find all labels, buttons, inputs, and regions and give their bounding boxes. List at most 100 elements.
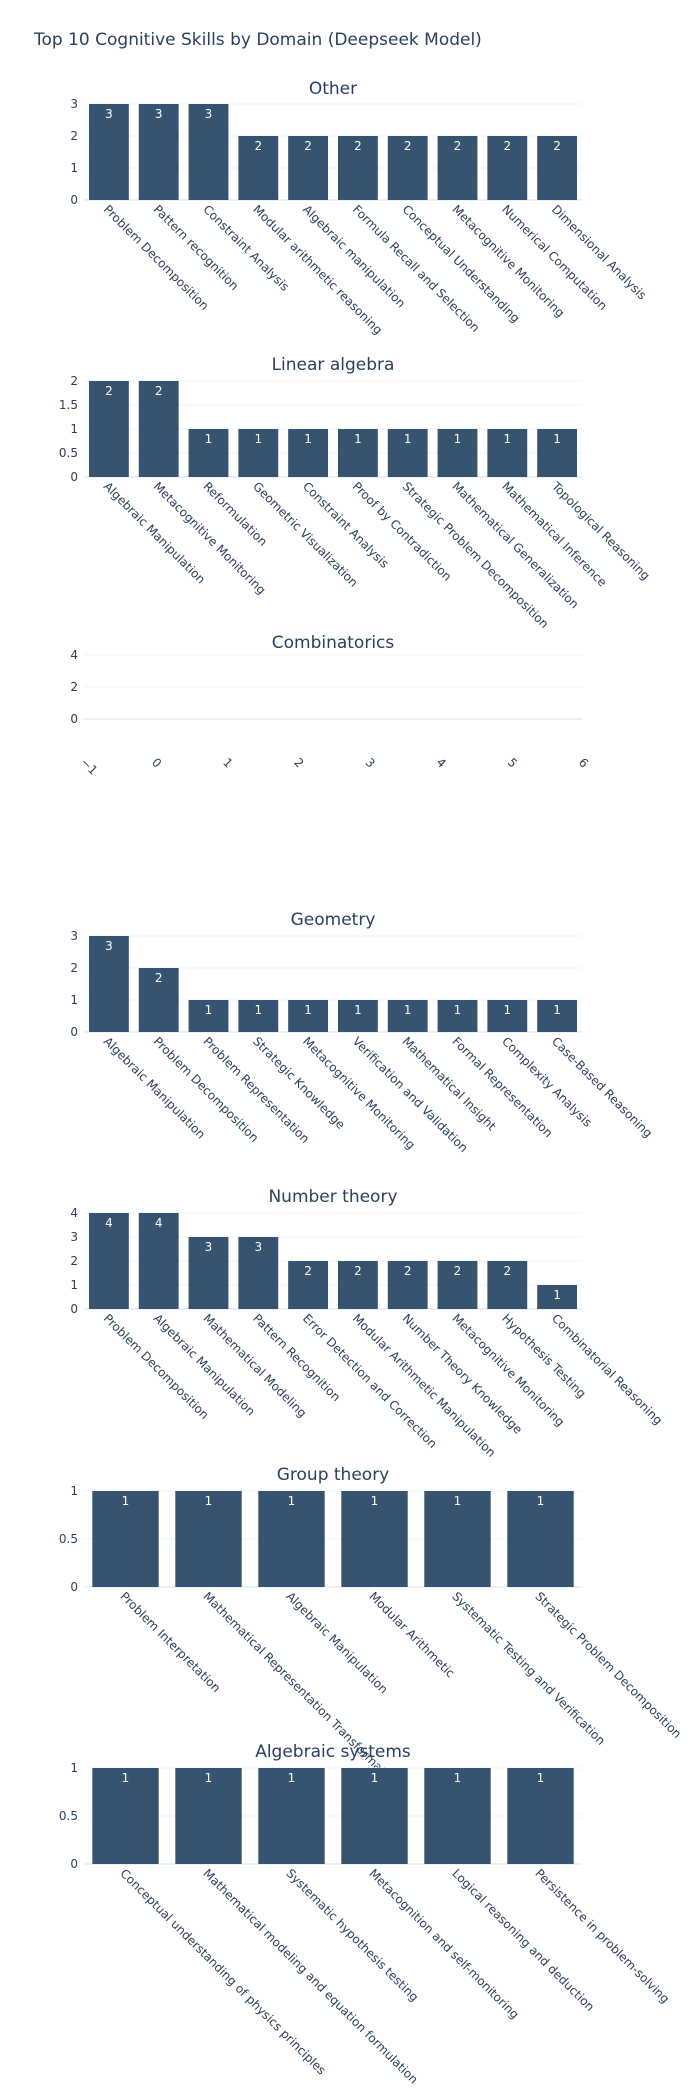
bar-value-label: 1 [254, 1003, 262, 1017]
bar-value-label: 1 [205, 1003, 213, 1017]
x-tick-label: Topological Reasoning [548, 479, 652, 583]
bar [437, 136, 478, 200]
subplot-title: Other [309, 79, 357, 99]
y-tick-label: 2 [70, 374, 78, 388]
bar [424, 1768, 491, 1864]
bar [138, 968, 179, 1032]
bar-value-label: 1 [404, 1003, 412, 1017]
x-tick-label: Persistence in problem-solving [532, 1866, 672, 2006]
bar [88, 1213, 129, 1309]
bar-value-label: 1 [553, 1003, 561, 1017]
y-tick-label: 0 [70, 1025, 78, 1039]
bar-value-label: 1 [254, 432, 262, 446]
bar [238, 1237, 279, 1309]
x-tick-label: Hypothesis Testing [499, 1311, 589, 1401]
bar-value-label: 2 [553, 139, 561, 153]
subplot-title: Number theory [268, 1187, 397, 1207]
bar-value-label: 1 [122, 1494, 130, 1508]
bar [258, 1768, 325, 1864]
bar [437, 1261, 478, 1309]
x-tick-label: Metacognition and self-monitoring [366, 1866, 521, 2021]
bar [437, 1000, 478, 1032]
x-tick-label: 0 [149, 755, 164, 770]
y-tick-label: 3 [70, 97, 78, 111]
bar [387, 136, 428, 200]
bar-value-label: 2 [354, 1264, 362, 1278]
bar-value-label: 2 [304, 1264, 312, 1278]
bar-value-label: 2 [404, 1264, 412, 1278]
bar-value-label: 3 [105, 939, 113, 953]
x-tick-label: Pattern Recognition [250, 1311, 343, 1404]
bar [238, 1000, 279, 1032]
x-tick-label: Problem Decomposition [101, 1311, 212, 1422]
y-tick-label: 2 [70, 1254, 78, 1268]
y-tick-label: 1 [70, 1761, 78, 1775]
bar-value-label: 1 [537, 1771, 545, 1785]
bar [507, 1768, 574, 1864]
bar-value-label: 2 [354, 139, 362, 153]
x-tick-label: Algebraic Manipulation [151, 1311, 258, 1418]
x-tick-label: Strategic Knowledge [250, 1034, 348, 1132]
bar [188, 429, 229, 477]
bar-value-label: 1 [503, 1003, 511, 1017]
bar [537, 429, 578, 477]
subplot-title: Geometry [291, 910, 376, 930]
bar-value-label: 2 [503, 1264, 511, 1278]
x-tick-label: Algebraic manipulation [300, 202, 408, 310]
bar [537, 136, 578, 200]
bar-value-label: 2 [254, 139, 262, 153]
bar [487, 429, 528, 477]
bar [88, 104, 129, 200]
bar-value-label: 1 [304, 432, 312, 446]
x-tick-label: Algebraic Manipulation [101, 1034, 208, 1141]
bar-value-label: 2 [304, 139, 312, 153]
y-tick-label: 1 [70, 422, 78, 436]
bar-value-label: 1 [404, 432, 412, 446]
x-tick-label: Modular Arithmetic [366, 1589, 457, 1680]
bar-value-label: 4 [105, 1216, 113, 1230]
bar-value-label: 3 [254, 1240, 262, 1254]
bar-value-label: 2 [155, 971, 163, 985]
page-title: Top 10 Cognitive Skills by Domain (Deeps… [34, 30, 482, 50]
x-tick-label: Logical reasoning and deduction [449, 1866, 597, 2014]
x-tick-label: Dimensional Analysis [549, 202, 649, 302]
subplot-title: Combinatorics [272, 633, 395, 653]
x-tick-label: −1 [78, 755, 100, 777]
y-tick-label: 3 [70, 1230, 78, 1244]
bar [238, 136, 279, 200]
bar [238, 429, 279, 477]
y-tick-label: 0 [70, 1857, 78, 1871]
bar-value-label: 2 [404, 139, 412, 153]
subplot-title: Linear algebra [272, 355, 395, 375]
y-tick-label: 0 [70, 1302, 78, 1316]
bar [341, 1491, 408, 1587]
bar-value-label: 3 [105, 107, 113, 121]
bar-value-label: 1 [553, 432, 561, 446]
bar [88, 381, 129, 477]
bar [437, 429, 478, 477]
bar-value-label: 1 [205, 1771, 213, 1785]
y-tick-label: 4 [70, 1206, 78, 1220]
bar [337, 1261, 378, 1309]
bar-value-label: 4 [155, 1216, 163, 1230]
bar [188, 104, 229, 200]
x-tick-label: Strategic Problem Decomposition [532, 1589, 684, 1741]
bar-value-label: 1 [288, 1771, 296, 1785]
x-tick-label: 4 [434, 755, 449, 770]
bar-value-label: 2 [503, 139, 511, 153]
bar [507, 1491, 574, 1587]
bar [188, 1000, 229, 1032]
x-tick-label: Proof by Contradiction [350, 479, 455, 584]
bar-value-label: 2 [454, 1264, 462, 1278]
bar-value-label: 1 [454, 1003, 462, 1017]
y-tick-label: 0 [70, 470, 78, 484]
bar [487, 1000, 528, 1032]
bar [288, 1261, 329, 1309]
y-tick-label: 1 [70, 993, 78, 1007]
bar-value-label: 3 [205, 107, 213, 121]
bar [175, 1768, 242, 1864]
y-tick-label: 0 [70, 1580, 78, 1594]
bar [288, 1000, 329, 1032]
y-tick-label: 1 [70, 161, 78, 175]
